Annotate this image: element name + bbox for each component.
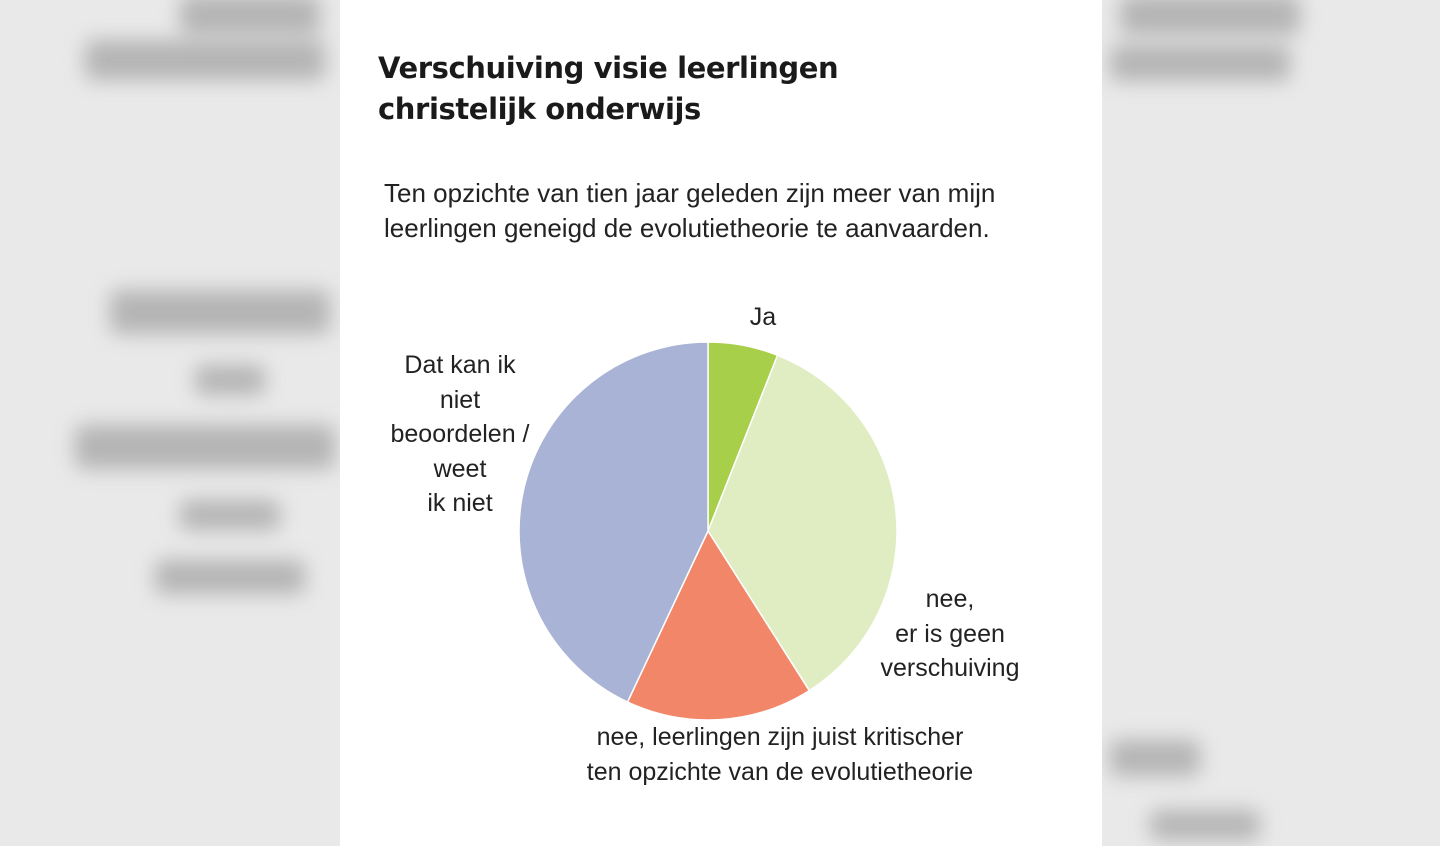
pie-slice-weet-niet bbox=[518, 341, 709, 704]
pie-slice-geen-verschuiving bbox=[707, 354, 898, 692]
blurred-shape bbox=[195, 365, 265, 395]
blurred-shape bbox=[1150, 810, 1260, 840]
chart-card: Verschuiving visie leerlingen christelij… bbox=[340, 0, 1102, 846]
blurred-shape bbox=[155, 560, 305, 594]
slice-label-kritischer: nee, leerlingen zijn juist kritischer te… bbox=[586, 723, 974, 786]
blurred-shape bbox=[1110, 45, 1290, 81]
slice-label-weet-niet: Dat kan ik niet beoordelen / weet ik nie… bbox=[390, 351, 530, 517]
pie-chart bbox=[518, 341, 898, 721]
chart-title: Verschuiving visie leerlingen christelij… bbox=[378, 51, 839, 126]
pie-slice-kritischer bbox=[626, 529, 811, 721]
slice-label-ja: Ja bbox=[749, 303, 777, 331]
blurred-shape bbox=[85, 40, 325, 80]
blurred-shape bbox=[180, 0, 320, 35]
blurred-shape bbox=[180, 500, 280, 530]
blurred-shape bbox=[1120, 0, 1300, 35]
chart-subtitle: Ten opzichte van tien jaar geleden zijn … bbox=[384, 178, 996, 243]
blurred-shape bbox=[75, 425, 335, 469]
slice-label-geen-verschuiving: nee, er is geen verschuiving bbox=[880, 585, 1020, 682]
blurred-shape bbox=[110, 290, 330, 334]
blurred-shape bbox=[1110, 740, 1200, 776]
